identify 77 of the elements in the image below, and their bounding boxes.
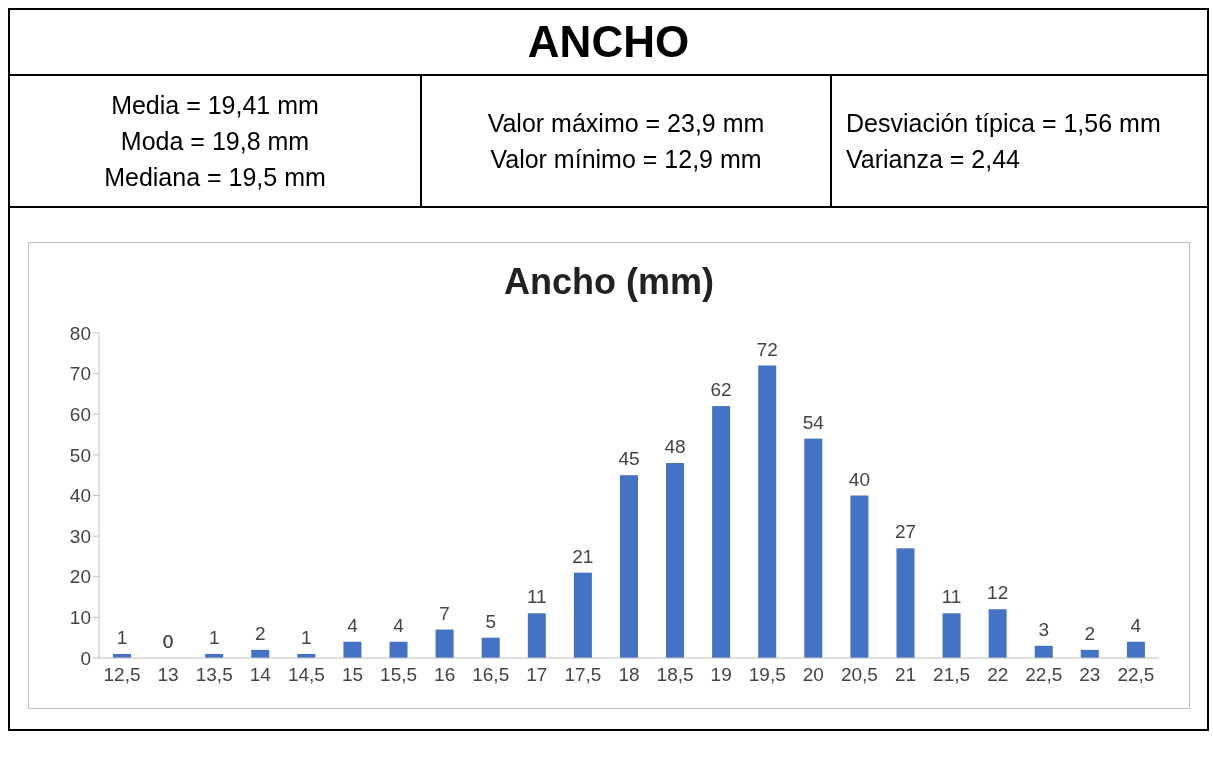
bar [712,406,731,658]
data-label: 27 [894,521,917,543]
data-label: 11 [526,586,547,608]
y-tick-label: 60 [69,403,91,425]
bar [942,613,961,658]
data-label: 4 [347,614,359,636]
x-tick-label: 14,5 [287,664,325,686]
y-tick-label: 0 [80,647,91,669]
data-label: 4 [1130,614,1142,636]
x-tick-label: 23 [1079,664,1101,686]
text: Valor máximo = 23,9 mm Valor mínimo = 12,9 mm [420,76,830,206]
data-label: 54 [802,411,825,433]
y-tick-label: 40 [69,485,91,507]
bar [850,495,869,658]
bar [1126,641,1145,658]
x-tick-label: 18 [618,664,640,686]
x-tick-label: 15 [341,664,364,686]
x-tick-label: 18,5 [656,664,694,686]
bar [481,637,500,658]
y-tick-label: 20 [69,566,91,588]
chart-subtitle: Ancho (mm) [503,261,715,303]
y-tick-label: 30 [69,525,91,547]
bar [804,438,823,658]
data-label: 48 [664,436,686,457]
x-tick-label: 21,5 [933,664,971,686]
data-label: 40 [848,468,870,490]
x-tick-label: 21 [894,664,917,686]
bar [435,629,454,658]
data-label: 1 [208,626,220,648]
x-tick-label: 22,5 [1025,664,1063,686]
bar [619,475,638,658]
x-tick-label: 22,5 [1117,664,1155,686]
chart-title: ANCHO [10,10,1207,76]
x-tick-label: 16 [434,664,456,686]
data-label: 5 [485,610,496,632]
x-tick-label: 14 [249,664,272,686]
bar [1034,645,1053,658]
x-tick-label: 17,5 [564,664,602,686]
x-tick-label: 20,5 [840,664,878,686]
data-label: 12 [987,582,1009,604]
data-label: 2 [1084,622,1096,644]
data-label: 11 [941,586,962,608]
data-label: 3 [1038,618,1050,640]
data-label: 7 [439,602,450,624]
x-tick-label: 16,5 [472,664,510,686]
bar [573,572,592,658]
data-label: 4 [393,614,405,636]
x-tick-label: 17 [526,664,548,686]
text: Media = 19,41 mm Moda = 19,8 mm Mediana = 19,5 mm [103,90,327,193]
x-tick-label: 19 [710,664,732,686]
x-tick-label: 13,5 [195,664,233,686]
bar [896,548,915,658]
bar [343,641,362,658]
y-tick-label: 80 [69,322,91,344]
bar [988,609,1007,658]
x-tick-label: 22 [987,664,1009,686]
y-tick-label: 10 [69,607,91,629]
x-tick-label: 13 [157,664,179,686]
x-tick-label: 12,5 [103,664,141,686]
y-tick-label: 50 [69,444,91,466]
data-label: 45 [618,448,640,470]
data-label: 1 [116,626,128,648]
bar [527,613,546,658]
data-label: 2 [254,622,266,644]
data-label: 62 [710,379,732,401]
text: Desviación típica = 1,56 mm Varianza = 2,44 [830,76,1207,206]
data-label: 1 [301,626,312,648]
data-label: 0 [162,631,174,652]
bar [758,365,777,658]
x-tick-label: 20 [802,664,824,686]
x-tick-label: 19,5 [748,664,786,686]
data-label: 72 [756,338,778,360]
bar [389,641,408,658]
bar [666,463,685,658]
data-label: 21 [572,545,594,567]
x-tick-label: 15,5 [380,664,418,686]
y-tick-label: 70 [69,363,91,385]
